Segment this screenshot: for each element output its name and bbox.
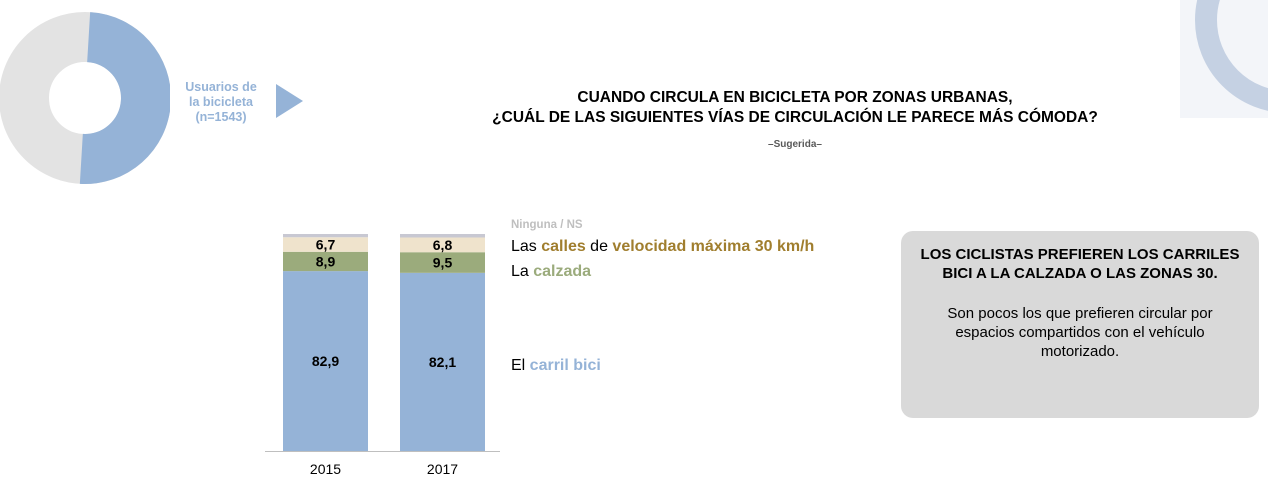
callout-body: Son pocos los que prefieren circular por… — [947, 305, 1213, 360]
legend-calles-pre: Las — [511, 238, 542, 255]
respondent-label-line-3: (n=1543) — [195, 110, 247, 124]
legend-calles: Las calles de velocidad máxima 30 km/h — [511, 238, 814, 256]
bar-2015-segment-2 — [283, 251, 368, 272]
play-arrow-icon — [276, 84, 303, 118]
chart-title: CUANDO CIRCULA EN BICICLETA POR ZONAS UR… — [380, 88, 1210, 128]
data-label-2015-segment-2: 8,9 — [316, 253, 336, 269]
respondent-donut — [0, 12, 170, 184]
legend-calles-mid: de — [585, 238, 613, 255]
callout-box: LOS CICLISTAS PREFIEREN LOS CARRILES BIC… — [901, 231, 1259, 418]
legend-calzada-highlight: calzada — [533, 263, 592, 280]
data-label-2017-segment-2: 9,5 — [433, 255, 453, 271]
bar-2015-segment-1 — [283, 271, 368, 451]
x-tick-label-2015: 2015 — [310, 461, 341, 477]
legend-calzada: La calzada — [511, 263, 591, 281]
chart-title-line-2: ¿CUÁL DE LAS SIGUIENTES VÍAS DE CIRCULAC… — [492, 109, 1098, 126]
stacked-bar-chart: 82,9 8,96,7 2015 82,1 9,5 6,8 2017 — [265, 234, 500, 477]
legend-calles-highlight-1: calles — [541, 238, 586, 255]
legend-carril: El carril bici — [511, 357, 601, 375]
bar-2017-segment-3 — [400, 237, 485, 253]
donut-highlight-segment — [79, 12, 170, 184]
legend-ninguna: Ninguna / NS — [511, 219, 583, 231]
bar-2015-segment-3 — [283, 237, 368, 252]
bar-2015-segment-4 — [283, 234, 368, 238]
data-label-2015-segment-1: 82,9 — [312, 353, 339, 369]
callout-heading: LOS CICLISTAS PREFIEREN LOS CARRILES BIC… — [920, 246, 1240, 282]
bar-2017-segment-2 — [400, 252, 485, 273]
respondent-label-line-1: Usuarios de — [185, 80, 257, 94]
x-tick-label-2017: 2017 — [427, 461, 458, 477]
data-label-2017-segment-1: 82,1 — [429, 354, 456, 370]
decorative-arc-ring — [1195, 0, 1268, 111]
data-label-2015-segment-3: 6,7 — [316, 237, 336, 253]
chart-subtitle: –Sugerida– — [768, 139, 822, 150]
chart-title-line-1: CUANDO CIRCULA EN BICICLETA POR ZONAS UR… — [577, 89, 1013, 106]
respondent-label: Usuarios de la bicicleta (n=1543) — [172, 80, 270, 125]
play-arrow-shape — [276, 84, 303, 118]
bar-2017-segment-1 — [400, 272, 485, 451]
respondent-label-line-2: la bicicleta — [189, 95, 253, 109]
legend-calles-highlight-2: velocidad máxima 30 km/h — [612, 238, 815, 255]
legend-carril-highlight: carril bici — [529, 357, 601, 374]
decorative-arc-icon — [1180, 0, 1268, 118]
legend-calzada-pre: La — [511, 263, 534, 280]
data-label-2017-segment-3: 6,8 — [433, 237, 453, 253]
legend-carril-pre: El — [511, 357, 530, 374]
bar-2017-segment-4 — [400, 234, 485, 238]
